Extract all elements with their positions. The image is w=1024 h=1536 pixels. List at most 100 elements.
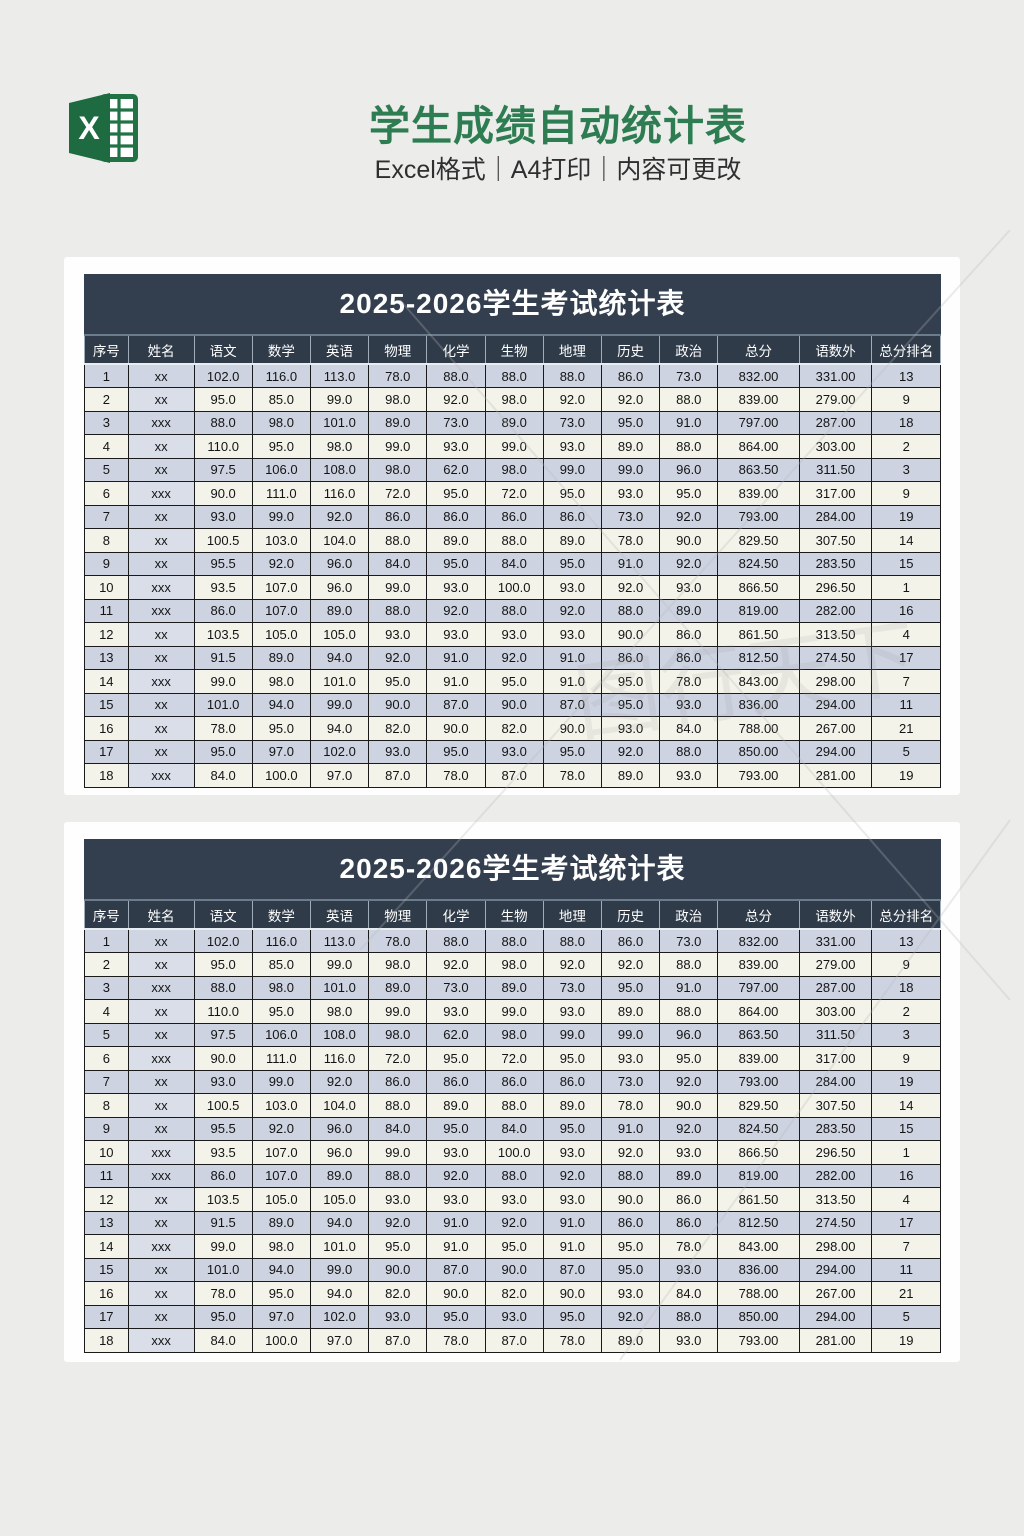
cell: 91.0 [542, 645, 602, 670]
table-row: 10 xxx 93.5 107.0 96.0 99.0 93.0 100.0 93.0 92.0 9… [84, 1140, 941, 1165]
cell: 116.0 [309, 481, 370, 506]
cell: 99.0 [368, 1140, 428, 1165]
column-header: 地理 [542, 334, 602, 365]
cell: 87.0 [484, 763, 544, 788]
column-header: 英语 [309, 334, 370, 365]
cell: xx [127, 1069, 195, 1094]
cell: 17 [84, 1304, 129, 1329]
cell: 99.0 [542, 1022, 602, 1047]
cell: 102.0 [193, 928, 253, 953]
cell: 6 [84, 481, 129, 506]
cell: 99.0 [542, 457, 602, 482]
cell: 17 [84, 739, 129, 764]
cell: 93.0 [484, 739, 544, 764]
cell: 105.0 [251, 1187, 311, 1212]
table-body: 1 xx 102.0 116.0 113.0 78.0 88.0 88.0 88.0 86.0 73… [84, 928, 941, 1353]
table-row: 4 xx 110.0 95.0 98.0 99.0 93.0 99.0 93.0 89.0 88.0… [84, 999, 941, 1024]
cell: 93.0 [193, 1069, 253, 1094]
cell: 819.00 [717, 598, 800, 623]
cell: 93.0 [426, 1140, 486, 1165]
cell: 92.0 [600, 952, 661, 977]
cell: 102.0 [309, 739, 370, 764]
cell: 90.0 [484, 692, 544, 717]
cell: 72.0 [484, 481, 544, 506]
cell: 283.50 [798, 551, 873, 576]
cell: 110.0 [193, 434, 253, 459]
cell: 95.0 [542, 481, 602, 506]
cell: 78.0 [659, 669, 719, 694]
cell: 89.0 [368, 410, 428, 435]
cell: 92.0 [309, 504, 370, 529]
cell: 104.0 [309, 528, 370, 553]
cell: 104.0 [309, 1093, 370, 1118]
cell: xx [127, 457, 195, 482]
cell: 10 [84, 575, 129, 600]
cell: 839.00 [717, 1046, 800, 1071]
cell: 93.0 [484, 622, 544, 647]
cell: 86.0 [426, 504, 486, 529]
cell: 864.00 [717, 999, 800, 1024]
cell: 99.0 [484, 434, 544, 459]
cell: 101.0 [309, 410, 370, 435]
cell: 92.0 [542, 387, 602, 412]
cell: 298.00 [798, 669, 873, 694]
column-header: 英语 [309, 899, 370, 930]
cell: 92.0 [542, 1163, 602, 1188]
table-preview-card-1: 2025-2026学生考试统计表 序号 姓名 语文 数学 英语 物理 化学 生物 地理 历史 政治总… [64, 257, 960, 795]
cell: 296.50 [798, 575, 873, 600]
cell: 73.0 [426, 410, 486, 435]
cell: 95.0 [426, 481, 486, 506]
cell: 94.0 [309, 645, 370, 670]
column-header: 总分排名 [871, 334, 941, 365]
cell: 89.0 [426, 1093, 486, 1118]
table-row: 14 xxx 99.0 98.0 101.0 95.0 91.0 95.0 91.0 95.0 78… [84, 669, 941, 694]
cell: 93.0 [368, 1304, 428, 1329]
cell: 84.0 [368, 1116, 428, 1141]
cell: 99.0 [368, 575, 428, 600]
cell: 78.0 [193, 716, 253, 741]
cell: 99.0 [309, 952, 370, 977]
cell: 86.0 [426, 1069, 486, 1094]
cell: 116.0 [251, 928, 311, 953]
cell: 92.0 [426, 598, 486, 623]
cell: 90.0 [659, 528, 719, 553]
cell: 98.0 [251, 410, 311, 435]
cell: 87.0 [368, 1328, 428, 1353]
table-row: 13 xx 91.5 89.0 94.0 92.0 91.0 92.0 91.0 86.0 86.0… [84, 645, 941, 670]
cell: 16 [84, 716, 129, 741]
cell: 73.0 [659, 928, 719, 953]
cell: 19 [871, 504, 941, 529]
cell: 107.0 [251, 1163, 311, 1188]
cell: 284.00 [798, 1069, 873, 1094]
cell: 92.0 [368, 645, 428, 670]
cell: xxx [127, 598, 195, 623]
cell: 92.0 [600, 387, 661, 412]
cell: 102.0 [309, 1304, 370, 1329]
cell: 281.00 [798, 1328, 873, 1353]
cell: 91.5 [193, 645, 253, 670]
cell: 106.0 [251, 1022, 311, 1047]
table-row: 1 xx 102.0 116.0 113.0 78.0 88.0 88.0 88.0 86.0 73… [84, 363, 941, 388]
cell: 93.0 [368, 739, 428, 764]
cell: 850.00 [717, 1304, 800, 1329]
cell: 88.0 [368, 598, 428, 623]
cell: 824.50 [717, 551, 800, 576]
cell: 839.00 [717, 481, 800, 506]
cell: 88.0 [659, 999, 719, 1024]
cell: 98.0 [484, 387, 544, 412]
cell: xxx [127, 1163, 195, 1188]
cell: 95.0 [426, 739, 486, 764]
cell: 88.0 [484, 1093, 544, 1118]
cell: 89.0 [600, 434, 661, 459]
cell: 7 [84, 504, 129, 529]
cell: 90.0 [659, 1093, 719, 1118]
table-row: 5 xx 97.5 106.0 108.0 98.0 62.0 98.0 99.0 99.0 96.… [84, 457, 941, 482]
cell: 86.0 [542, 1069, 602, 1094]
cell: 14 [871, 528, 941, 553]
table-row: 15 xx 101.0 94.0 99.0 90.0 87.0 90.0 87.0 95.0 93.… [84, 692, 941, 717]
cell: 16 [871, 1163, 941, 1188]
cell: 311.50 [798, 457, 873, 482]
column-header: 历史 [600, 334, 661, 365]
table-title: 2025-2026学生考试统计表 [84, 274, 941, 334]
cell: 861.50 [717, 622, 800, 647]
